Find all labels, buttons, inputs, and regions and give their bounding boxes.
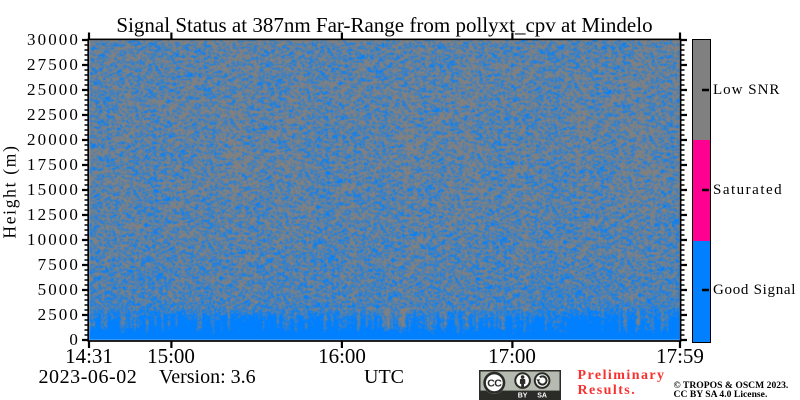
svg-text:SA: SA: [537, 392, 547, 399]
svg-text:CC: CC: [487, 377, 502, 389]
svg-text:BY: BY: [518, 392, 528, 399]
